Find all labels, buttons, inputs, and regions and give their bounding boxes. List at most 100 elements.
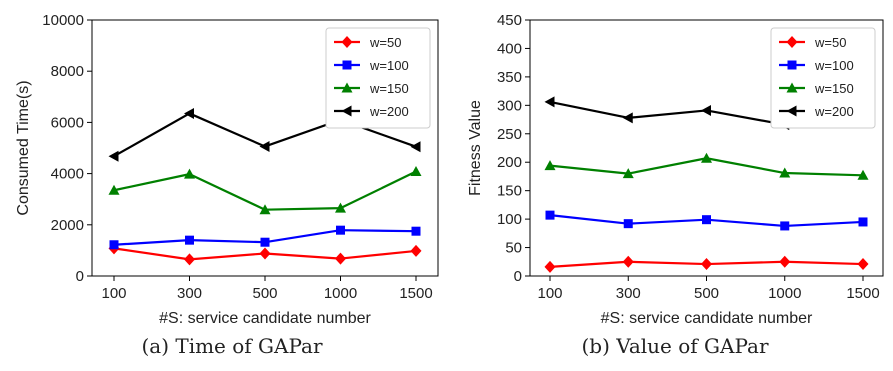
- chart-b-y-tick-label: 400: [497, 40, 522, 57]
- chart-a-plot-frame: [91, 19, 439, 277]
- chart-a-y-tick-label: 8000: [51, 63, 84, 80]
- chart-a-legend-label: w=200: [369, 104, 409, 119]
- chart-b-y-tick-label: 100: [497, 211, 522, 228]
- chart-a-legend-label: w=150: [369, 81, 409, 96]
- chart-b-series-w-50: [544, 255, 869, 273]
- chart-a-series-w-100: [109, 225, 421, 250]
- chart-a-legend-marker: [341, 82, 353, 93]
- chart-a-x-axis-label: #S: service candidate number: [159, 310, 371, 327]
- chart-a-data-point: [109, 240, 119, 250]
- chart-b-y-tick-label: 450: [497, 12, 522, 29]
- chart-a-x-tick-label: 1500: [399, 285, 432, 302]
- chart-b-data-point: [622, 112, 633, 124]
- chart-a-legend: w=50 w=100 w=150 w=200: [325, 27, 431, 129]
- chart-a-data-point: [410, 166, 422, 177]
- chart-a-y-tick-label: 4000: [51, 166, 84, 183]
- chart-a-data-point: [184, 107, 194, 119]
- chart-a-data-point: [259, 204, 271, 215]
- chart-a-data-point: [336, 225, 345, 235]
- chart-b-y-tick-label: 200: [497, 154, 522, 171]
- chart-b-legend: w=50 w=100 w=150 w=200: [770, 27, 876, 129]
- chart-a-data-point: [108, 184, 120, 195]
- chart-b-data-point: [702, 215, 711, 225]
- chart-b-legend-label: w=50: [814, 35, 846, 50]
- chart-a-y-axis-label: Consumed Time(s): [15, 80, 32, 215]
- chart-time-of-gapar: Consumed Time(s) #S: service candidate nu…: [15, 12, 439, 327]
- chart-b-x-tick-label: 1000: [768, 285, 801, 302]
- chart-b-data-point: [623, 219, 633, 229]
- chart-b-data-point: [544, 96, 555, 108]
- caption-b: (b) Value of GAPar: [581, 334, 769, 358]
- chart-a-x-tick-label: 300: [177, 285, 202, 302]
- chart-a-data-point: [410, 141, 421, 153]
- chart-b-x-axis-label: #S: service candidate number: [601, 310, 813, 327]
- chart-a-data-point: [335, 252, 346, 265]
- chart-b-data-point: [857, 169, 869, 180]
- chart-b-data-point: [780, 221, 790, 231]
- chart-a-y-tick-label: 6000: [51, 114, 84, 131]
- chart-b-data-point: [858, 217, 868, 227]
- chart-a-series-w-200: [108, 107, 421, 162]
- chart-b-series-w-100: [545, 210, 868, 231]
- chart-a-data-point: [184, 168, 195, 179]
- chart-b-legend-label: w=200: [814, 104, 854, 119]
- chart-b-y-tick-label: 300: [497, 97, 522, 114]
- chart-b-legend-marker: [787, 60, 797, 70]
- chart-b-y-axis-label: Fitness Value: [467, 100, 484, 196]
- chart-a-data-point: [411, 226, 421, 236]
- chart-a-legend-label: w=50: [369, 35, 401, 50]
- chart-a-y-tick-label: 2000: [51, 217, 84, 234]
- chart-a-series-line: [113, 170, 417, 211]
- chart-b-data-point: [779, 255, 791, 268]
- chart-a-data-point: [108, 150, 119, 162]
- chart-b-data-point: [545, 210, 555, 220]
- chart-a-legend-label: w=100: [369, 58, 409, 73]
- chart-a-series-w-150: [108, 166, 422, 215]
- chart-a-x-tick-label: 1000: [324, 285, 357, 302]
- chart-b-legend-box: [770, 27, 876, 129]
- chart-b-legend-marker: [786, 105, 797, 117]
- chart-b-data-point: [701, 104, 711, 116]
- chart-b-y-tick-label: 0: [514, 268, 522, 285]
- chart-b-y-tick-label: 150: [497, 183, 522, 200]
- chart-b-x-tick-label: 300: [616, 285, 641, 302]
- chart-b-data-point: [544, 160, 556, 171]
- chart-b-data-point: [622, 255, 634, 268]
- chart-b-x-tick-label: 500: [694, 285, 719, 302]
- chart-a-y-tick-label: 10000: [42, 12, 84, 29]
- chart-b-legend-label: w=150: [814, 81, 854, 96]
- chart-a-data-point: [184, 253, 195, 266]
- caption-a: (a) Time of GAPar: [141, 334, 323, 358]
- chart-value-of-gapar: Fitness Value #S: service candidate numbe…: [467, 12, 884, 327]
- chart-b-data-point: [622, 168, 634, 179]
- chart-a-data-point: [259, 140, 270, 152]
- chart-b-legend-label: w=100: [814, 58, 854, 73]
- chart-b-data-point: [544, 260, 556, 273]
- chart-b-x-tick-label: 1500: [846, 285, 879, 302]
- chart-b-x-tick-label: 100: [537, 285, 562, 302]
- chart-a-y-tick-label: 0: [76, 268, 84, 285]
- chart-b-y-tick-label: 350: [497, 69, 522, 86]
- chart-a-data-point: [185, 235, 194, 245]
- chart-b-y-tick-label: 250: [497, 126, 522, 143]
- chart-b-data-point: [857, 258, 869, 271]
- chart-a-legend-marker: [341, 36, 353, 48]
- chart-b-series-w-150: [544, 152, 869, 180]
- chart-a-data-point: [335, 202, 346, 213]
- chart-b-legend-marker: [786, 36, 798, 48]
- chart-a-data-point: [259, 247, 271, 260]
- chart-b-data-point: [779, 167, 791, 178]
- chart-b-data-point: [701, 258, 712, 271]
- chart-a-data-point: [410, 244, 422, 257]
- chart-b-data-point: [701, 152, 712, 163]
- chart-a-legend-marker: [341, 105, 352, 117]
- chart-b-legend-marker: [786, 82, 798, 93]
- chart-a-data-point: [260, 237, 270, 247]
- chart-a-legend-box: [325, 27, 431, 129]
- chart-a-legend-marker: [342, 60, 352, 70]
- chart-b-y-tick-label: 50: [505, 240, 522, 257]
- chart-a-x-tick-label: 100: [101, 285, 126, 302]
- chart-a-x-tick-label: 500: [252, 285, 277, 302]
- chart-b-plot-frame: [529, 19, 884, 277]
